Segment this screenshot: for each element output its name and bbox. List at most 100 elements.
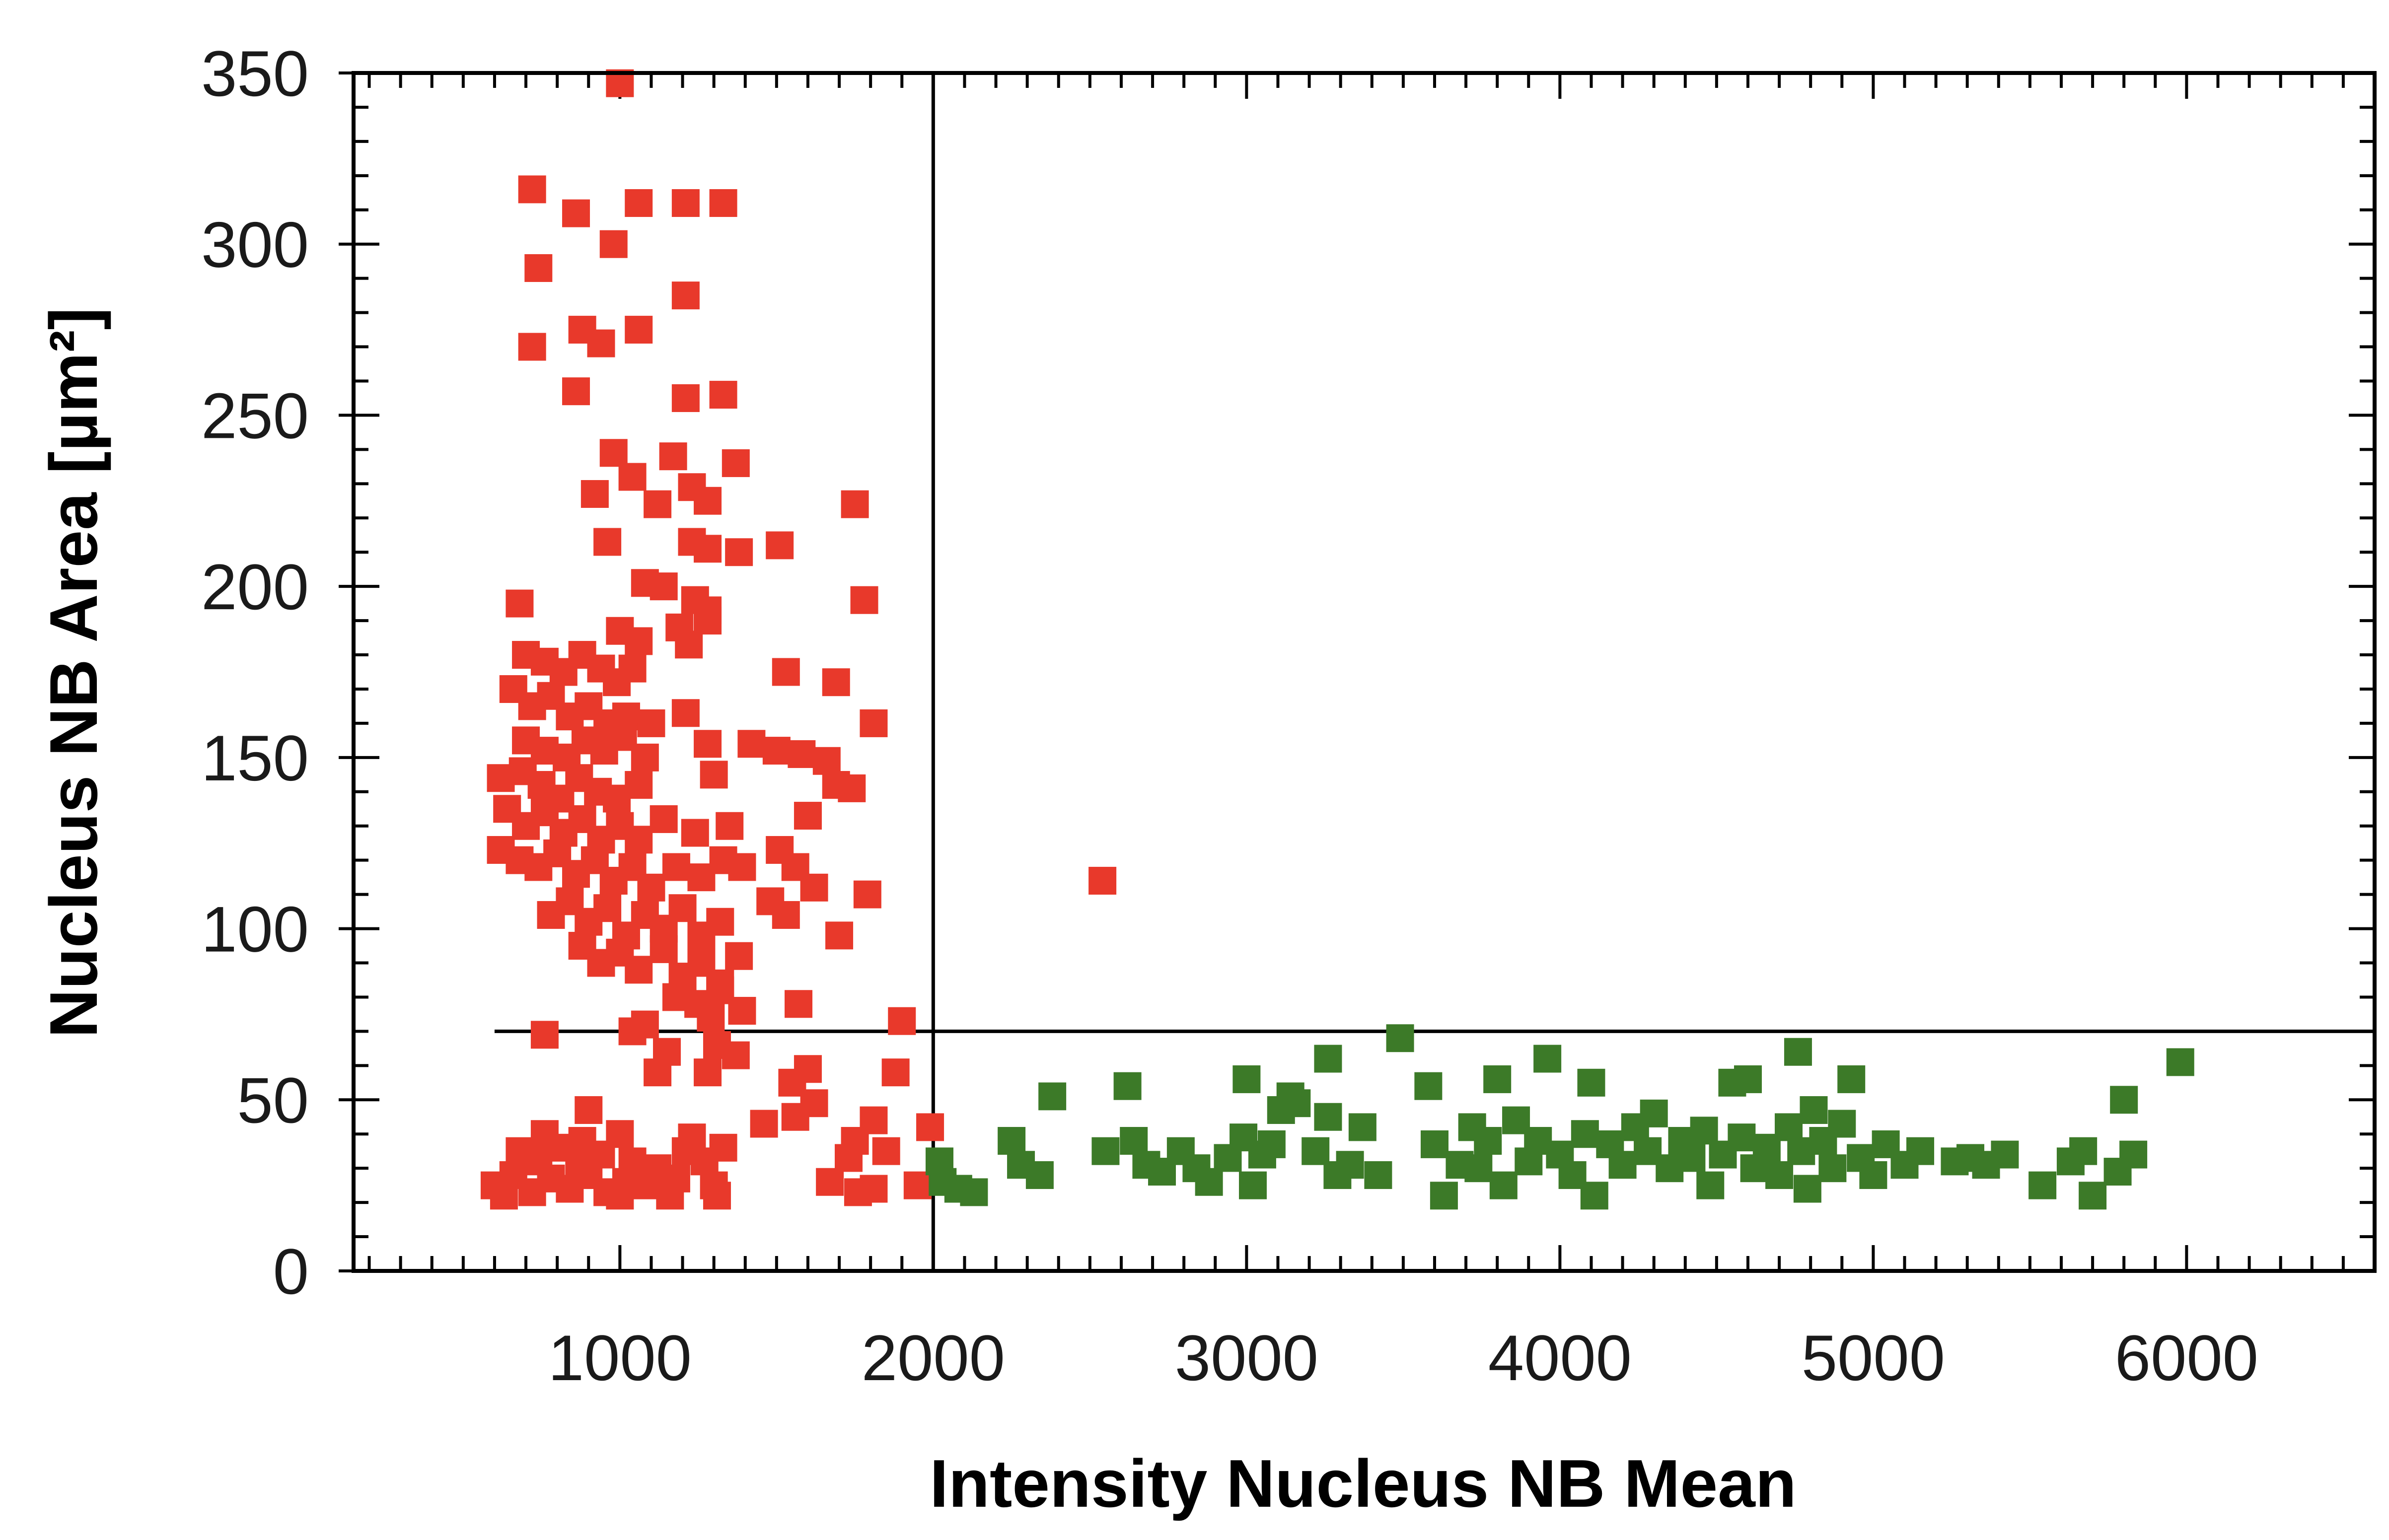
green-data-point [1430, 1182, 1458, 1210]
red-data-point [728, 853, 756, 881]
y-tick-label: 300 [201, 209, 309, 281]
red-data-point [631, 743, 659, 771]
y-tick-label: 200 [201, 551, 309, 623]
red-data-point [762, 737, 791, 765]
red-data-point [650, 935, 678, 963]
green-data-point [2079, 1182, 2107, 1210]
red-data-point [587, 329, 615, 357]
green-data-point [960, 1178, 988, 1206]
plot-frame [352, 71, 2377, 1273]
red-data-point [593, 528, 622, 556]
red-data-point [694, 535, 722, 563]
green-data-point [1580, 1182, 1608, 1210]
green-data-point [1414, 1072, 1443, 1100]
green-data-point [1800, 1096, 1828, 1124]
red-data-point [659, 442, 687, 471]
red-data-point [506, 589, 534, 618]
red-data-point [853, 880, 881, 909]
red-data-point [916, 1113, 944, 1141]
red-data-point [860, 709, 888, 737]
red-data-point [562, 199, 590, 227]
y-tick-label: 350 [201, 37, 309, 110]
red-data-point [697, 1003, 725, 1032]
green-data-point [1828, 1110, 1856, 1138]
green-data-point [998, 1127, 1026, 1155]
red-data-point [618, 463, 647, 491]
red-data-point [593, 894, 622, 922]
green-data-point [1038, 1082, 1067, 1111]
red-data-point [703, 1182, 731, 1210]
green-data-point [1696, 1171, 1725, 1199]
red-data-point [709, 1133, 737, 1162]
green-data-point [1690, 1117, 1718, 1145]
red-data-point [562, 377, 590, 406]
y-tick-label: 150 [201, 722, 309, 794]
red-data-point [637, 873, 665, 902]
red-data-point [580, 480, 609, 508]
red-data-point [694, 487, 722, 515]
red-data-point [644, 490, 672, 518]
green-data-point [1348, 1113, 1376, 1141]
red-data-point [800, 873, 828, 902]
green-data-point [1533, 1045, 1562, 1073]
green-data-point [1837, 1065, 1866, 1093]
x-tick-label: 6000 [2115, 1322, 2258, 1394]
red-data-point [644, 1058, 672, 1087]
x-tick-label: 1000 [548, 1322, 692, 1394]
red-data-point [709, 381, 737, 409]
red-data-point [722, 449, 750, 477]
green-data-point [1489, 1171, 1518, 1199]
red-data-point [812, 747, 841, 775]
red-data-point [766, 531, 794, 560]
red-data-point [625, 189, 653, 217]
green-data-point [1677, 1144, 1706, 1172]
green-data-point [1784, 1038, 1812, 1066]
red-data-point [625, 627, 653, 655]
red-data-point [599, 439, 628, 467]
green-data-point [2028, 1171, 2057, 1199]
green-data-point [1775, 1113, 1803, 1141]
x-tick-label: 2000 [862, 1322, 1005, 1394]
green-data-point [1336, 1151, 1364, 1179]
red-data-point [671, 189, 700, 217]
red-data-point [825, 921, 854, 950]
green-data-point [1577, 1068, 1605, 1097]
green-data-point [2069, 1137, 2098, 1165]
red-data-point [834, 1144, 863, 1172]
green-data-point [1091, 1137, 1120, 1165]
gate-lines [494, 73, 2375, 1271]
red-data-point [625, 956, 653, 984]
red-data-point [872, 1137, 900, 1165]
red-data-point [903, 1171, 932, 1199]
red-data-point [625, 771, 653, 799]
red-data-point [631, 1171, 659, 1199]
green-data-point [1728, 1123, 1756, 1152]
red-data-point [822, 668, 850, 697]
red-data-point [625, 826, 653, 854]
green-data-point [1238, 1171, 1267, 1199]
red-data-point [618, 654, 647, 683]
red-data-point [650, 572, 678, 601]
red-data-point [694, 1058, 722, 1087]
green-data-point [1113, 1072, 1142, 1100]
red-data-point [606, 1182, 634, 1210]
red-data-point [625, 316, 653, 344]
red-data-point [1088, 867, 1117, 895]
red-data-point [694, 730, 722, 758]
x-axis-title: Intensity Nucleus NB Mean [930, 1446, 1797, 1521]
red-data-point [599, 230, 628, 258]
green-data-point [1314, 1045, 1342, 1073]
x-tick-label: 3000 [1175, 1322, 1318, 1394]
red-data-point [772, 901, 800, 929]
red-data-point [694, 607, 722, 635]
red-data-point [518, 175, 546, 204]
green-data-point [1025, 1161, 1054, 1189]
red-data-point [575, 1096, 603, 1124]
red-data-point [709, 189, 737, 217]
red-data-point [675, 630, 703, 659]
green-data-point [1859, 1161, 1887, 1189]
green-data-point [1765, 1161, 1794, 1189]
red-data-point [838, 774, 866, 802]
red-data-point [671, 281, 700, 310]
